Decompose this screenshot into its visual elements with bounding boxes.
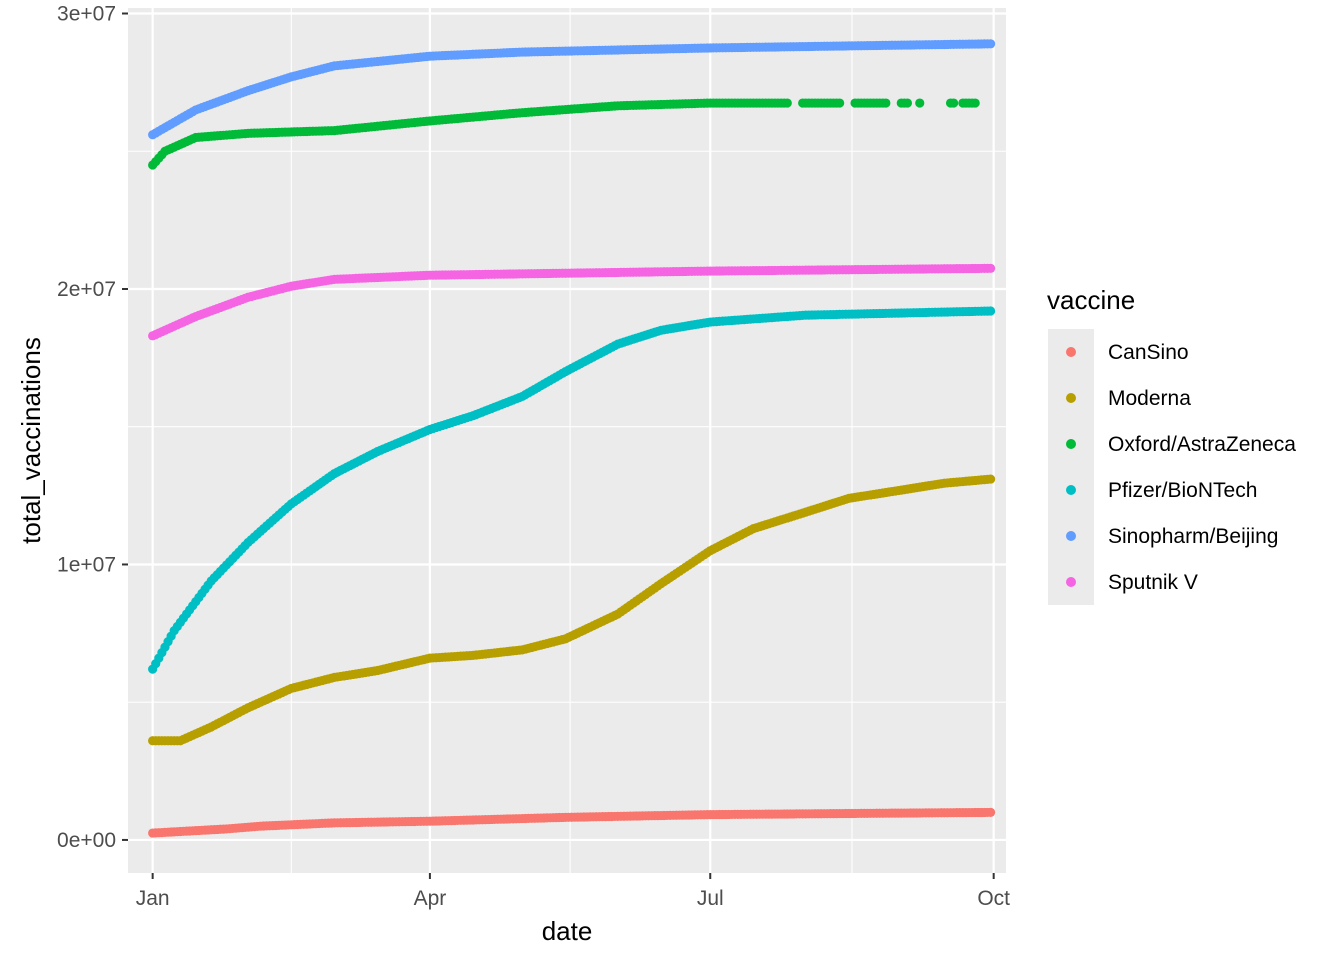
legend-label: Moderna [1108,387,1191,410]
legend-key [1066,347,1076,357]
legend-key [1066,485,1076,495]
data-point [986,807,996,817]
x-axis: Jan Apr Jul Oct [136,873,1010,910]
legend-key [1066,531,1076,541]
data-point [915,98,925,108]
y-tick-label: 3e+07 [57,3,116,26]
legend-label: Sputnik V [1108,571,1198,594]
legend-key [1066,577,1076,587]
legend-label: Oxford/AstraZeneca [1108,433,1296,456]
legend-label: Pfizer/BioNTech [1108,479,1257,502]
data-point [970,98,980,108]
x-tick-label: Jan [136,887,170,910]
y-tick-label: 1e+07 [57,553,116,576]
legend: vaccine CanSino Moderna Oxford/AstraZeneca… [1047,285,1296,605]
series-sputnik-v [148,263,996,341]
legend-label: CanSino [1108,341,1189,364]
x-tick-label: Jul [697,887,724,910]
data-point [986,39,996,49]
series-cansino [148,807,996,838]
legend-key-background [1048,329,1094,605]
legend-title: vaccine [1047,285,1135,315]
y-axis: 0e+00 1e+07 2e+07 3e+07 [57,3,128,852]
data-point [986,474,996,484]
data-point [782,98,792,108]
legend-label: Sinopharm/Beijing [1108,525,1278,548]
series-oxford-astrazeneca [148,98,980,170]
series-sinopharm-beijing [148,39,996,140]
x-tick-label: Oct [977,887,1010,910]
data-point [949,98,959,108]
series-moderna [148,474,996,746]
x-tick-label: Apr [414,887,447,910]
data-point [881,98,891,108]
y-tick-label: 2e+07 [57,278,116,301]
data-point [986,263,996,273]
legend-key [1066,439,1076,449]
y-axis-title: total_vaccinations [16,337,46,544]
data-point [986,306,996,316]
x-axis-title: date [542,916,593,946]
series-pfizer-biontech [148,306,996,674]
minor-gridlines [128,8,1006,873]
data-point [902,98,913,108]
data-point [835,98,845,108]
legend-key [1066,393,1076,403]
y-tick-label: 0e+00 [57,829,116,852]
plot-panel [128,8,1006,873]
legend-items: CanSino Moderna Oxford/AstraZeneca Pfizer/B… [1066,341,1296,594]
data-points [148,39,996,838]
